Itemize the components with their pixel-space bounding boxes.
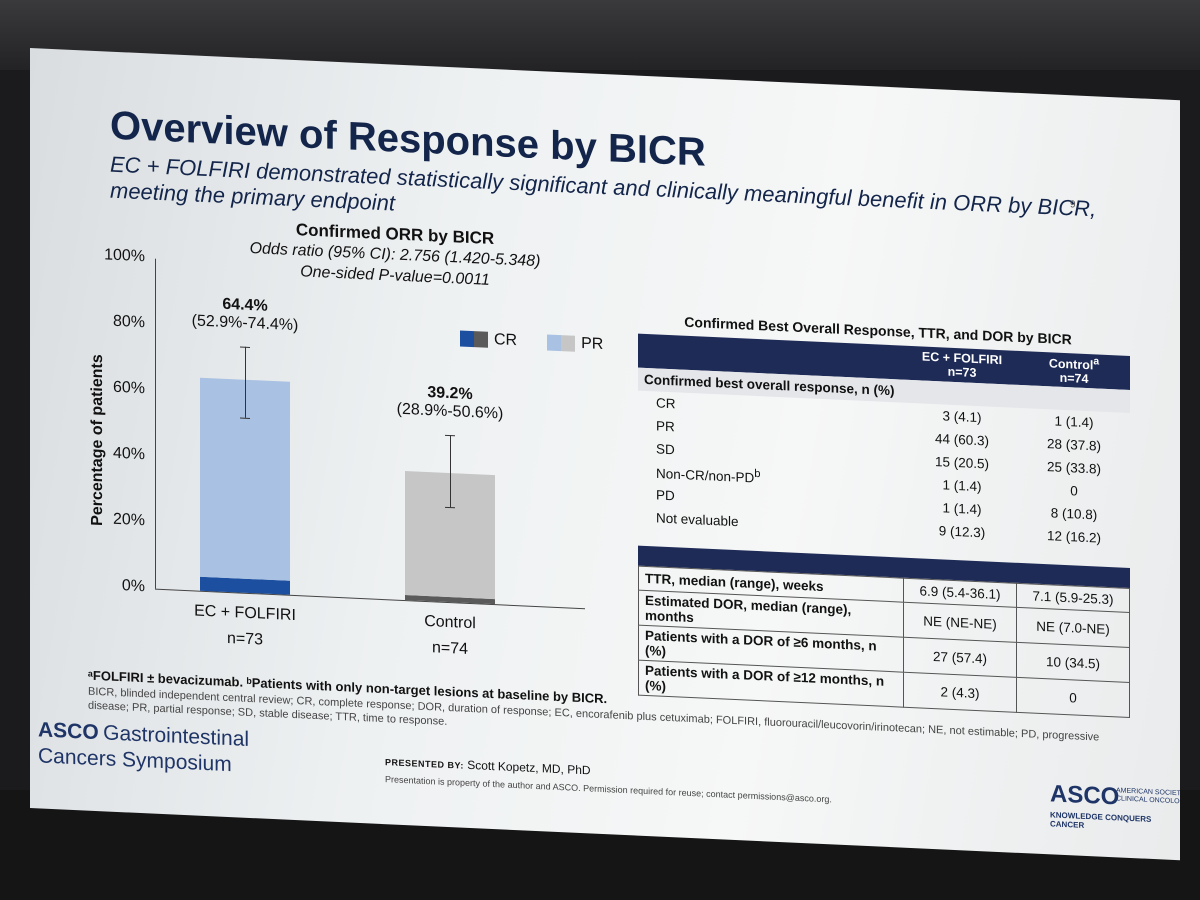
symposium-logo-line1: Gastrointestinal	[103, 721, 250, 751]
x-category-label: Control n=74	[375, 607, 525, 666]
ttr-dor-table: TTR, median (range), weeks 6.9 (5.4-36.1)…	[638, 566, 1130, 718]
page-number: 9	[1070, 199, 1076, 211]
cell-control: NE (7.0-NE)	[1016, 607, 1130, 648]
x-category-label: EC + FOLFIRI n=73	[170, 597, 320, 656]
column-header-ec: EC + FOLFIRI n=73	[906, 345, 1018, 386]
asco-tagline: KNOWLEDGE CONQUERS CANCER	[1050, 810, 1152, 830]
cell-ec: 2 (4.3)	[903, 672, 1017, 713]
y-tick-label: 60%	[112, 378, 145, 398]
ci-label: (52.9%-74.4%)	[191, 312, 299, 335]
cell-ec: NE (NE-NE)	[903, 602, 1017, 643]
legend-swatch-pr-control	[561, 335, 576, 352]
chart-title-block: Confirmed ORR by BICR Odds ratio (95% CI…	[230, 217, 560, 294]
category-name: EC + FOLFIRI	[194, 602, 296, 625]
y-tick-label: 40%	[112, 444, 145, 464]
cell-control: 10 (34.5)	[1016, 642, 1130, 683]
y-tick-label: 100%	[104, 246, 145, 266]
ci-label: (28.9%-50.6%)	[396, 400, 504, 423]
category-n: n=74	[431, 639, 469, 658]
error-bar	[450, 435, 451, 507]
legend-swatch-pr-ec	[547, 334, 562, 352]
y-axis-line	[155, 258, 156, 589]
symposium-logo: ASCO Gastrointestinal Cancers Symposium	[38, 718, 249, 780]
error-bar-cap	[240, 347, 250, 349]
y-tick-label: 20%	[112, 510, 145, 530]
cell-control: 12 (16.2)	[1046, 528, 1102, 546]
category-name: Control	[424, 612, 476, 633]
legend-label-cr: CR	[494, 331, 518, 350]
legend-swatch-cr-ec	[460, 330, 474, 348]
category-n: n=73	[226, 629, 264, 649]
cell-ec: 9 (12.3)	[938, 523, 986, 541]
symposium-logo-line2: Cancers Symposium	[38, 744, 232, 777]
data-label: 64.4% (52.9%-74.4%)	[170, 294, 320, 337]
column-header-control: Controla n=74	[1018, 350, 1130, 391]
presentation-slide: Overview of Response by BICR EC + FOLFIR…	[30, 48, 1180, 861]
presented-by-label: PRESENTED BY:	[385, 757, 464, 771]
orr-value-label: 39.2%	[427, 384, 473, 404]
presenter-line: PRESENTED BY: Scott Kopetz, MD, PhD	[385, 754, 591, 777]
asco-logo: ASCO AMERICAN SOCIETY OF CLINICAL ONCOLO…	[1050, 780, 1180, 834]
error-bar-cap	[445, 434, 455, 437]
property-note: Presentation is property of the author a…	[385, 774, 832, 805]
row-label-sup: b	[754, 467, 761, 481]
response-table: EC + FOLFIRI n=73 Controla n=74 Confirmed …	[638, 333, 1130, 551]
legend-swatch-cr-control	[474, 331, 488, 348]
presenter-name: Scott Kopetz, MD, PhD	[467, 757, 591, 778]
cell-ec: 27 (57.4)	[903, 637, 1017, 678]
symposium-logo-asco: ASCO	[38, 718, 99, 745]
y-tick-label: 0%	[121, 577, 145, 596]
data-label: 39.2% (28.9%-50.6%)	[375, 382, 525, 425]
chart-legend: CR PR	[460, 330, 603, 355]
y-tick-label: 80%	[112, 312, 145, 332]
error-bar	[245, 347, 246, 419]
orr-value-label: 64.4%	[222, 296, 268, 316]
cell-control: 0	[1016, 677, 1130, 718]
legend-label-pr: PR	[581, 335, 604, 354]
